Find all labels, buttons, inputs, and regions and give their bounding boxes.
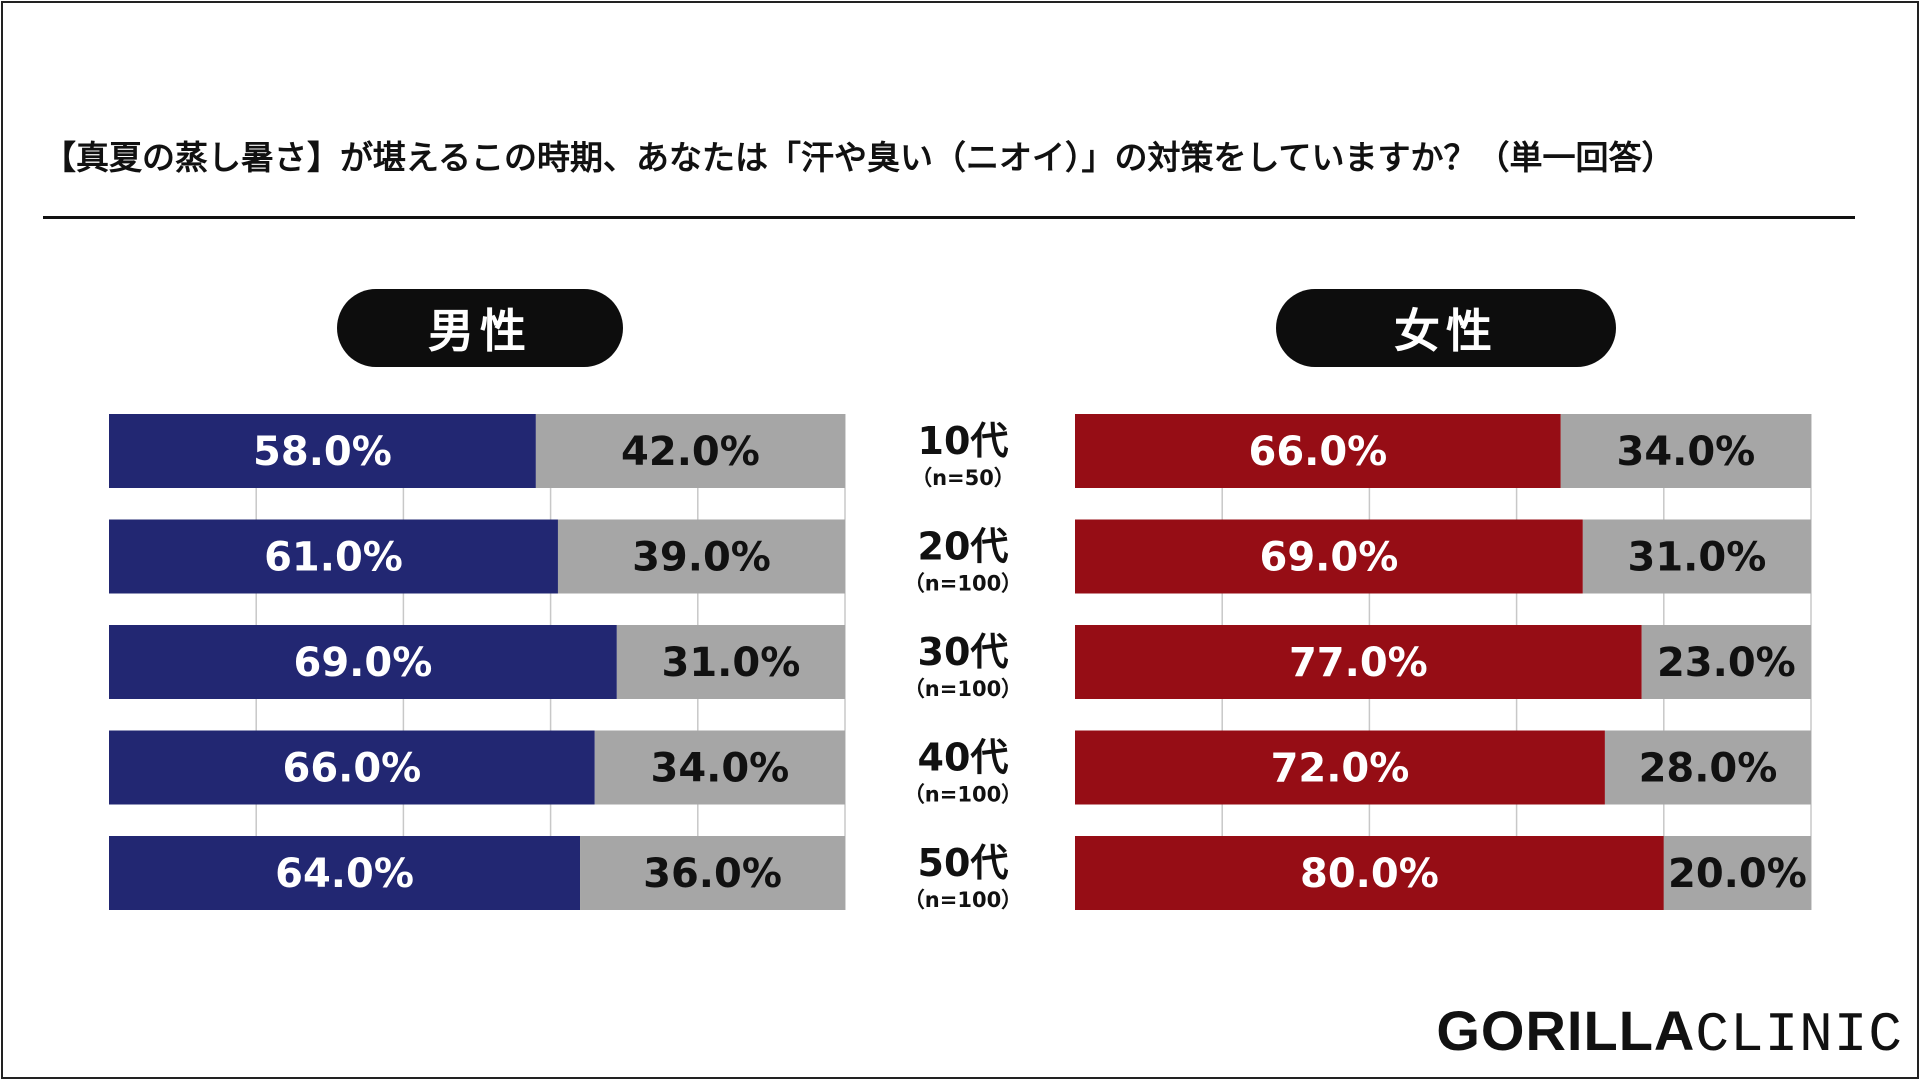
male-data-label-no: 31.0% <box>662 640 801 686</box>
male-bar-yes <box>109 836 581 910</box>
female-bar-no <box>1604 730 1811 805</box>
female-bar-yes <box>1075 730 1605 805</box>
female-bar-yes <box>1075 836 1664 910</box>
category-label: 50代 <box>918 841 1009 885</box>
female-bar-no <box>1663 836 1811 910</box>
female-bar-no <box>1582 519 1811 594</box>
sample-size-label: （n=100） <box>904 572 1022 596</box>
female-data-label-no: 31.0% <box>1628 535 1767 581</box>
logo-part1: GORILLA <box>1436 999 1696 1062</box>
female-bar-no <box>1560 414 1811 488</box>
female-data-label-yes: 69.0% <box>1260 535 1399 581</box>
male-bar-no <box>616 625 845 699</box>
female-data-label-yes: 77.0% <box>1289 640 1428 686</box>
sample-size-label: （n=100） <box>904 783 1022 807</box>
male-bar-yes <box>109 414 536 488</box>
male-data-label-no: 39.0% <box>632 535 771 581</box>
male-data-label-no: 42.0% <box>621 429 760 475</box>
female-bar-yes <box>1075 625 1642 699</box>
male-panel-label: 男性 <box>337 289 623 367</box>
male-data-label-no: 36.0% <box>643 851 782 897</box>
female-data-label-yes: 72.0% <box>1271 746 1410 792</box>
male-bar-yes <box>109 730 595 805</box>
stacked-bar-chart: 58.0% 42.0% 61.0% 39.0% 69.0% 31.0% 66.0% 34.0%… <box>109 414 1812 912</box>
sample-size-label: （n=100） <box>904 677 1022 701</box>
female-data-label-no: 28.0% <box>1639 746 1778 792</box>
male-bar-no <box>580 836 845 910</box>
gorilla-clinic-logo: GORILLACLINIC <box>1436 998 1903 1067</box>
category-label: 10代 <box>918 419 1009 463</box>
male-data-label-yes: 66.0% <box>282 746 421 792</box>
category-label: 40代 <box>918 736 1009 780</box>
male-data-label-yes: 64.0% <box>275 851 414 897</box>
male-bar-yes <box>109 519 558 594</box>
sample-size-label: （n=50） <box>911 466 1015 490</box>
female-panel-label: 女性 <box>1276 289 1616 367</box>
male-data-label-yes: 61.0% <box>264 535 403 581</box>
female-bar-no <box>1641 625 1811 699</box>
category-label: 30代 <box>918 630 1009 674</box>
female-data-label-no: 23.0% <box>1657 640 1796 686</box>
female-data-label-yes: 80.0% <box>1300 851 1439 897</box>
chart-title: 【真夏の蒸し暑さ】が堪えるこの時期、あなたは「汗や臭い（ニオイ）」の対策をしてい… <box>43 138 1675 177</box>
male-bar-yes <box>109 625 617 699</box>
male-data-label-yes: 69.0% <box>294 640 433 686</box>
title-divider <box>43 216 1855 219</box>
sample-size-label: （n=100） <box>904 888 1022 912</box>
female-data-label-no: 20.0% <box>1668 851 1807 897</box>
male-data-label-no: 34.0% <box>650 746 789 792</box>
female-bar-yes <box>1075 414 1561 488</box>
male-data-label-yes: 58.0% <box>253 429 392 475</box>
female-data-label-no: 34.0% <box>1616 429 1755 475</box>
male-bar-no <box>557 519 845 594</box>
female-bar-yes <box>1075 519 1583 594</box>
male-bar-no <box>594 730 845 805</box>
female-data-label-yes: 66.0% <box>1248 429 1387 475</box>
male-bar-no <box>535 414 845 488</box>
logo-part2: CLINIC <box>1695 1003 1903 1067</box>
category-label: 20代 <box>918 525 1009 569</box>
